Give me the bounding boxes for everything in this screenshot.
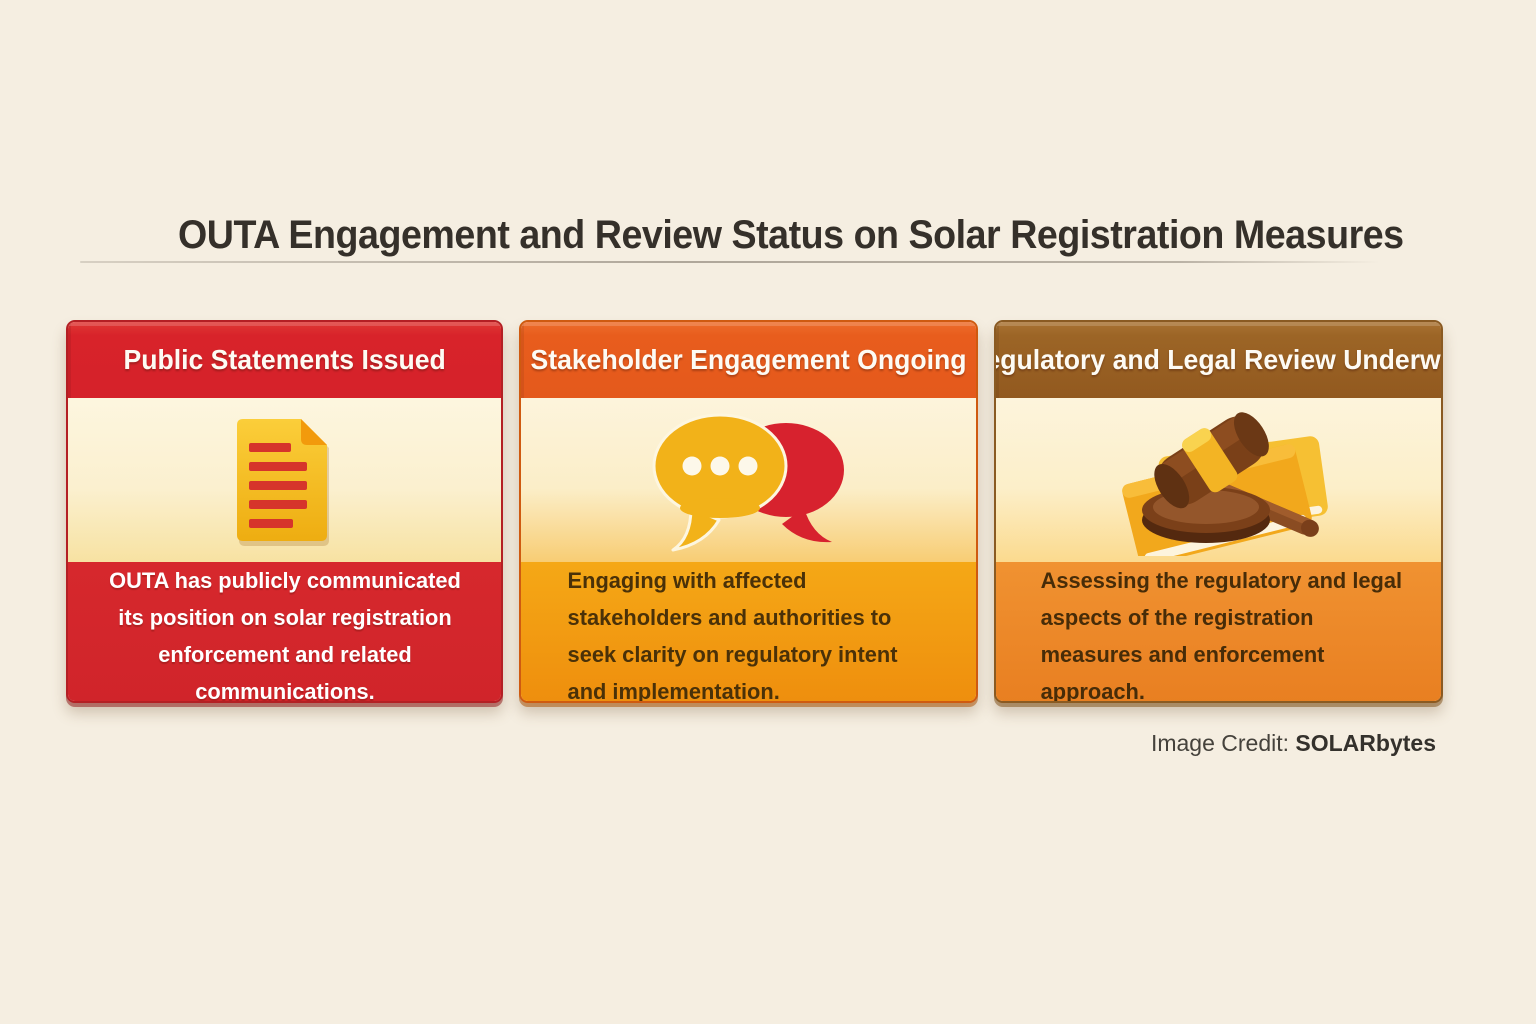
- card-stakeholder-engagement-footer: Engaging with affected stakeholders and …: [521, 562, 976, 703]
- card-description: Engaging with affected stakeholders and …: [567, 568, 898, 703]
- card-title: Regulatory and Legal Review Underway: [996, 344, 1441, 375]
- gavel-icon: [1094, 404, 1344, 556]
- image-credit: Image Credit: SOLARbytes: [1151, 730, 1436, 757]
- card-regulatory-review-header: Regulatory and Legal Review Underway: [996, 322, 1441, 398]
- card-stakeholder-engagement: Stakeholder Engagement Ongoing: [519, 320, 978, 703]
- document-icon: [219, 411, 351, 549]
- card-public-statements-body: [68, 398, 501, 562]
- card-title: Public Statements Issued: [123, 344, 446, 375]
- image-credit-name: SOLARbytes: [1295, 730, 1436, 756]
- card-regulatory-review: Regulatory and Legal Review Underway: [994, 320, 1443, 703]
- card-public-statements-footer: OUTA has publicly communicated its posit…: [68, 562, 501, 703]
- card-regulatory-review-footer: Assessing the regulatory and legal aspec…: [996, 562, 1441, 703]
- status-cards: Public Statements Issued: [66, 320, 1443, 703]
- card-description: Assessing the regulatory and legal aspec…: [1040, 568, 1403, 703]
- card-stakeholder-engagement-header: Stakeholder Engagement Ongoing: [521, 322, 976, 398]
- card-description: OUTA has publicly communicated its posit…: [108, 568, 461, 703]
- image-credit-label: Image Credit:: [1150, 730, 1296, 756]
- page-title: OUTA Engagement and Review Status on Sol…: [178, 213, 1404, 257]
- card-title: Stakeholder Engagement Ongoing: [530, 344, 967, 375]
- card-public-statements-header: Public Statements Issued: [68, 322, 501, 398]
- card-regulatory-review-body: [996, 398, 1441, 562]
- card-public-statements: Public Statements Issued: [66, 320, 503, 703]
- card-stakeholder-engagement-body: [521, 398, 976, 562]
- chat-bubbles-icon: [636, 406, 862, 554]
- title-divider: [80, 261, 1420, 263]
